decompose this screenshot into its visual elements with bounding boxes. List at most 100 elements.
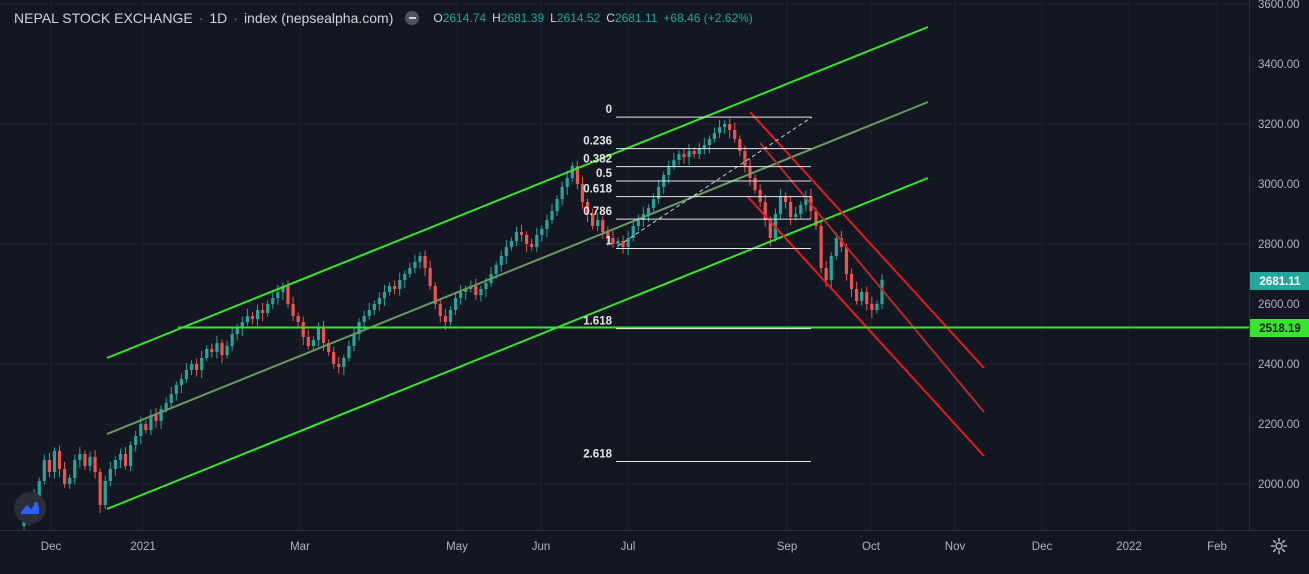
candle [393,280,397,295]
candle-body [555,199,559,211]
candle [448,306,453,326]
candle-body [626,238,630,247]
drawing-tools[interactable] [106,26,1249,510]
candle [687,143,691,166]
grid-lines [0,0,1249,530]
candle-body [484,283,488,289]
symbol-name[interactable]: NEPAL STOCK EXCHANGE [14,10,193,26]
candle-body [682,154,686,157]
candle-body [261,310,265,313]
candle [255,304,260,326]
candle-body [865,292,869,304]
candle-body [667,166,671,175]
candle-body [834,238,838,256]
candle [240,316,244,337]
candle-body [509,241,513,247]
candle [103,475,107,509]
last-price-label: 2681.11 [1250,272,1309,290]
price-axis[interactable]: 2000.00 2200.00 2400.00 2600.00 2800.00 3000.… [1258,0,1300,491]
close-value: 2681.11 [614,11,658,25]
interval-label[interactable]: 1D [209,10,228,26]
candle [667,160,671,184]
candle-body [783,196,788,202]
candle-body [271,298,275,304]
candle-body [174,385,178,394]
minus-toggle-icon[interactable] [405,11,420,25]
candle-body [215,343,219,352]
candle [250,312,255,325]
candle-body [413,262,417,268]
candle-body [159,409,163,421]
candlestick-series [22,118,884,530]
high-label: H [492,11,501,25]
candle-body [195,364,199,370]
candle [575,160,579,190]
candle-body [68,478,72,484]
candle [433,282,437,310]
candle [748,158,752,187]
candle [682,148,686,164]
time-tick-label: Jun [532,541,551,553]
candle [875,300,879,314]
candle [616,237,620,250]
candle-body [281,286,285,292]
candle-body [139,424,143,436]
candle [570,162,574,182]
candle [159,405,163,430]
candle [555,195,559,217]
candle [596,212,600,232]
candle-body [504,247,508,256]
candle [804,190,808,212]
candle [657,179,661,205]
candle-body [601,220,605,232]
time-tick-label: Mar [290,541,310,553]
candle-body [382,292,387,298]
fib-level-label: 0.382 [583,154,612,166]
time-tick-label: Oct [862,541,881,553]
time-axis[interactable]: Dec 2021 Mar May Jun Jul Sep Oct Nov Dec 2022 Feb [41,541,1227,553]
candle [78,446,82,469]
candle-body [514,232,519,241]
candle-body [123,454,128,466]
candle-body [763,202,767,220]
candle-body [596,220,600,226]
candle [423,250,427,277]
candle-body [144,424,148,430]
candle-body [702,145,706,148]
fibonacci-extension[interactable]: 0 0.236 0.382 0.5 0.618 0.786 1 1.618 2.618 [583,104,811,462]
gear-icon[interactable] [1270,537,1288,555]
candle-body [42,460,46,481]
candle [210,343,214,358]
candle [829,252,833,289]
candle-body [499,256,503,265]
candle-body [723,124,727,127]
tradingview-logo-icon[interactable] [14,492,46,524]
candle-body [651,199,656,208]
candle-body [321,328,326,343]
candle [220,339,224,364]
candle [306,329,310,350]
candle [560,181,564,206]
candle [408,262,412,278]
fib-level-label: 1 [606,236,613,248]
candle [271,292,275,310]
candle [169,386,173,409]
candle [540,225,544,242]
candle [387,282,392,296]
candle [83,450,87,470]
candle-body [540,229,544,235]
candle-body [575,166,579,184]
last-price-text: 2681.11 [1260,276,1302,288]
candle [144,420,148,434]
candle-body [291,304,295,316]
candle [337,356,341,374]
candle-body [327,343,331,352]
candle [195,358,199,377]
candle [783,192,788,209]
candle-body [743,151,747,166]
candle-body [453,298,458,310]
candle-body [464,289,468,292]
